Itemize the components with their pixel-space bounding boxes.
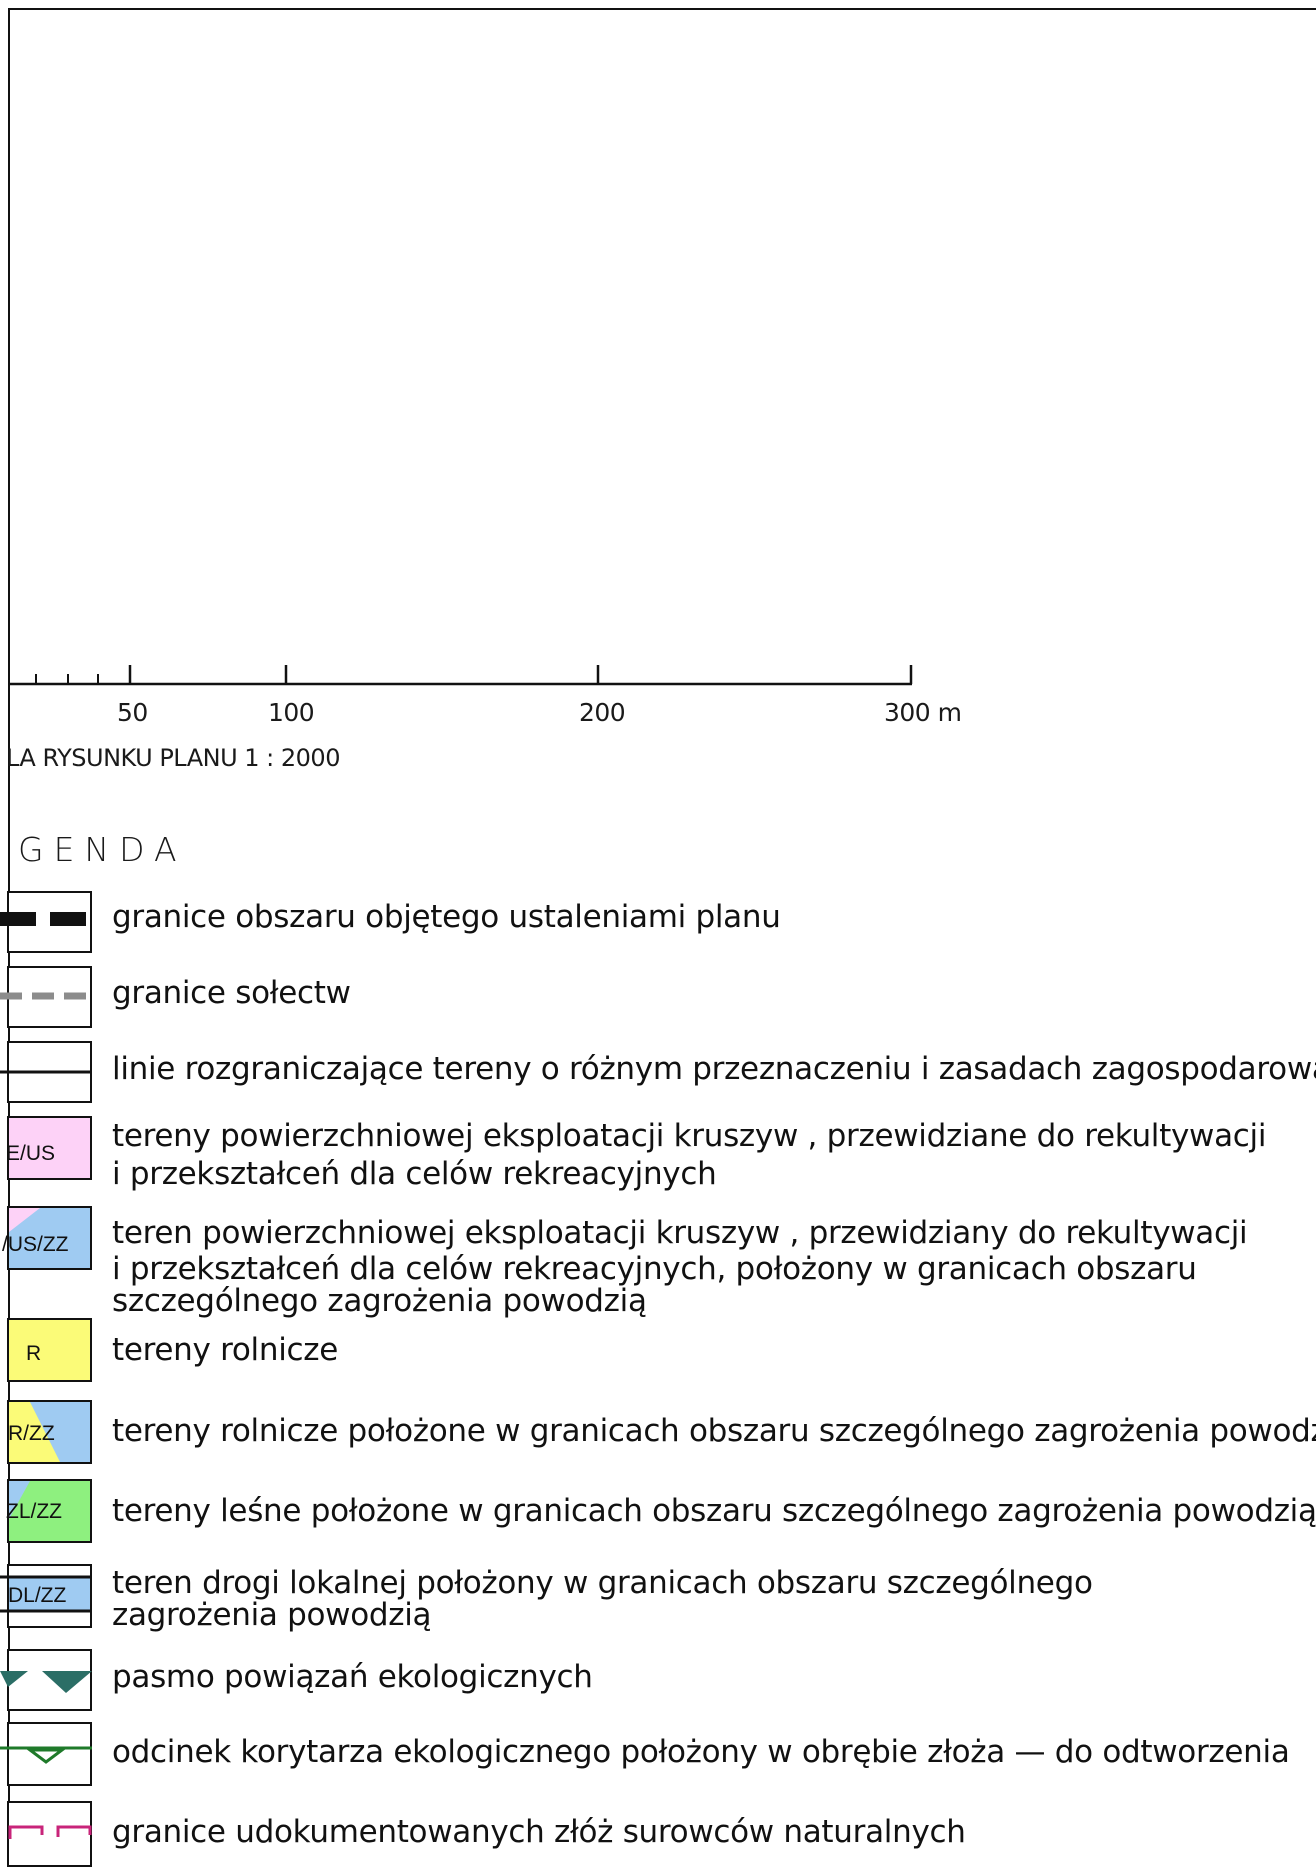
legend-title: GENDA (18, 830, 187, 869)
legend-item-deposit-boundary: granice udokumentowanych złóż surowców n… (112, 1814, 966, 1850)
legend-item-zl-zz: tereny leśne położone w granicach obszar… (112, 1493, 1316, 1529)
legend-symbol-ecological-band (0, 1649, 92, 1711)
legend-item-r-zz: tereny rolnicze położone w granicach obs… (112, 1413, 1316, 1449)
legend-symbol-demarcation-line (0, 1041, 92, 1103)
legend-item-ecological-corridor: odcinek korytarza ekologicznego położony… (112, 1734, 1290, 1770)
scale-tick-label: 200 (579, 698, 626, 727)
scale-tick-label: 300 m (884, 698, 962, 727)
scale-bar (10, 665, 913, 686)
legend-item-solectwo-boundary: granice sołectw (112, 975, 351, 1011)
legend-item-pe-us: tereny powierzchniowej eksploatacji krus… (112, 1118, 1267, 1192)
legend-symbol-dl-zz: DL/ZZ (0, 1564, 92, 1628)
legend-symbol-deposit-boundary (0, 1801, 92, 1867)
legend-symbol-r: R (0, 1318, 92, 1382)
scale-caption: LA RYSUNKU PLANU 1 : 2000 (6, 744, 340, 772)
legend-symbol-zl-zz: ZL/ZZ (0, 1479, 92, 1543)
drawing-frame-top (8, 8, 1316, 10)
legend-item-demarcation-line: linie rozgraniczające tereny o różnym pr… (112, 1051, 1316, 1087)
legend-item-r: tereny rolnicze (112, 1332, 339, 1368)
legend-symbol-plan-boundary (0, 891, 92, 953)
scale-tick-label: 100 (268, 698, 315, 727)
legend-item-dl-zz: teren drogi lokalnej położony w granicac… (112, 1565, 1093, 1633)
legend-symbol-pe-us: E/US (0, 1116, 92, 1180)
legend-item-pe-us-zz: teren powierzchniowej eksploatacji krusz… (112, 1215, 1248, 1319)
legend-symbol-solectwo-boundary (0, 966, 92, 1028)
scale-tick-label: 50 (117, 698, 148, 727)
legend-item-plan-boundary: granice obszaru objętego ustaleniami pla… (112, 899, 781, 935)
legend-symbol-pe-us-zz: /US/ZZ (0, 1206, 92, 1270)
legend-symbol-ecological-corridor (0, 1722, 92, 1786)
legend-item-ecological-band: pasmo powiązań ekologicznych (112, 1659, 593, 1695)
legend-symbol-r-zz: R/ZZ (0, 1400, 92, 1464)
